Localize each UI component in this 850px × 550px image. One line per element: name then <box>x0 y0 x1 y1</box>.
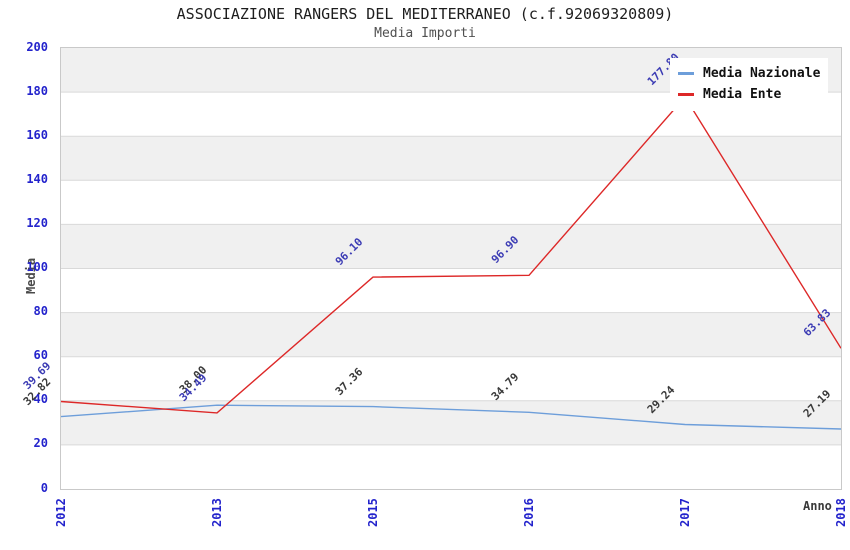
x-tick-label: 2012 <box>54 498 68 527</box>
legend-label-media-nazionale: Media Nazionale <box>703 66 821 81</box>
legend-item-media-nazionale: Media Nazionale <box>670 63 828 84</box>
y-tick-label: 160 <box>26 127 48 142</box>
y-tick-label: 100 <box>26 260 48 274</box>
x-tick-label: 2015 <box>366 498 380 527</box>
x-axis-title: Anno <box>803 499 832 513</box>
chart-lines-svg <box>61 91 841 446</box>
y-tick-label: 40 <box>33 392 48 407</box>
x-tick-label: 2016 <box>522 498 536 527</box>
x-tick-label: 2017 <box>678 498 692 527</box>
legend-swatch-media-ente <box>678 93 694 96</box>
x-tick-label: 2018 <box>834 498 848 527</box>
y-tick-label: 20 <box>33 436 48 451</box>
legend-label-media-ente: Media Ente <box>703 87 782 102</box>
plot-area <box>60 47 842 490</box>
y-tick-label: 60 <box>33 348 48 363</box>
y-tick-label: 80 <box>33 304 48 319</box>
x-tick-label: 2013 <box>210 498 224 527</box>
y-tick-label: 180 <box>26 83 48 98</box>
legend: Media Nazionale Media Ente <box>670 58 828 111</box>
legend-item-media-ente: Media Ente <box>670 84 828 105</box>
series-line-media-ente <box>61 95 841 414</box>
chart-title: ASSOCIAZIONE RANGERS DEL MEDITERRANEO (c… <box>176 5 674 23</box>
y-tick-label: 120 <box>26 215 48 230</box>
y-tick-label: 140 <box>26 171 48 186</box>
y-tick-label: 200 <box>26 39 48 54</box>
legend-swatch-media-nazionale <box>678 72 694 75</box>
y-tick-label: 0 <box>40 480 48 495</box>
chart-subtitle: Media Importi <box>374 26 476 41</box>
series-line-media-nazionale <box>61 404 841 430</box>
